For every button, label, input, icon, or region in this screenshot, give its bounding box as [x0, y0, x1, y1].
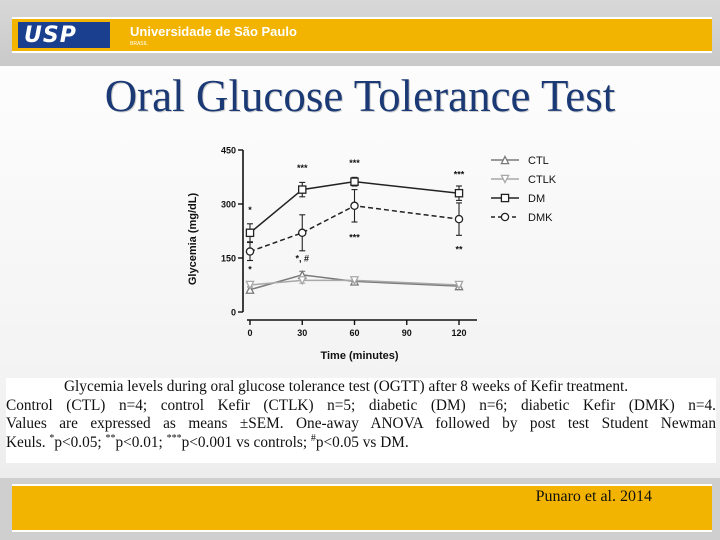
data-point-dmk — [350, 201, 359, 211]
legend-marker-ctl — [500, 154, 510, 165]
data-point-dmk — [454, 214, 464, 224]
data-point-ctlk — [454, 280, 464, 291]
significance-label: *** — [454, 170, 465, 180]
data-point-dmk — [298, 228, 307, 238]
slide-title: Oral Glucose Tolerance Test — [104, 71, 616, 121]
x-tick-label: 90 — [402, 328, 412, 338]
legend-label-dm: DM — [528, 193, 545, 205]
legend-marker-ctlk — [500, 174, 510, 185]
data-point-dm — [298, 185, 307, 194]
y-tick-label: 150 — [221, 254, 236, 264]
caption-p3: p<0.001 vs controls; — [181, 433, 311, 451]
citation: Punaro et al. 2014 — [535, 488, 652, 505]
series-line-ctlk — [249, 279, 460, 286]
caption-line-4: Keuls. *p<0.05; **p<0.01; ***p<0.001 vs … — [6, 432, 716, 453]
usp-logo-text: USP — [24, 23, 77, 48]
x-tick-label: 60 — [349, 328, 359, 338]
significance-label: *, # — [295, 254, 309, 264]
caption-line-2: Control (CTL) n=4; control Kefir (CTLK) … — [6, 396, 716, 414]
caption-sym-3: *** — [166, 432, 182, 444]
significance-label: * — [248, 205, 252, 215]
caption-p2: p<0.01; — [115, 433, 167, 451]
series-line-dmk — [249, 205, 460, 253]
significance-label: *** — [297, 163, 308, 173]
y-axis-label: Glycemia (mg/dL) — [187, 193, 199, 286]
series-ctlk — [245, 276, 464, 291]
data-point-dm — [350, 177, 359, 186]
legend-label-dmk: DMK — [528, 212, 553, 224]
y-tick-label: 450 — [221, 146, 236, 156]
caption-sym-1: * — [49, 432, 55, 444]
data-point-dm — [454, 188, 464, 198]
caption-keuls: Keuls. — [6, 433, 50, 451]
significance-label: ** — [455, 245, 463, 255]
legend-marker-dmk — [500, 212, 510, 222]
legend-label-ctlk: CTLK — [528, 174, 557, 186]
significance-label: * — [248, 264, 252, 274]
caption-p4: p<0.05 vs DM. — [315, 433, 409, 451]
x-tick-label: 0 — [247, 328, 252, 338]
data-point-ctlk — [297, 276, 307, 286]
x-axis-label: Time (minutes) — [320, 350, 398, 362]
caption-p1: p<0.05; — [54, 433, 106, 451]
university-subtitle: BRASIL — [130, 41, 148, 47]
caption-line-3: Values are expressed as means ±SEM. One-… — [6, 415, 716, 432]
series-dm — [245, 176, 464, 243]
y-tick-label: 0 — [231, 308, 236, 318]
ogtt-chart: 0 150 300 450 0 30 60 90 120 Time (minutes) Glycem… — [187, 146, 557, 363]
data-point-dm — [245, 228, 255, 238]
significance-label: *** — [349, 158, 360, 168]
legend-marker-dm — [500, 193, 510, 203]
usp-logo: USP — [18, 22, 110, 48]
data-point-ctlk — [245, 280, 255, 291]
y-tick-label: 300 — [221, 200, 236, 210]
significance-label: *** — [349, 233, 360, 243]
series-dmk — [245, 189, 464, 262]
data-point-ctlk — [349, 276, 360, 286]
x-tick-label: 120 — [451, 328, 466, 338]
university-name: Universidade de São Paulo — [130, 24, 297, 39]
series-line-dm — [249, 180, 460, 234]
legend-label-ctl: CTL — [528, 155, 549, 167]
caption-sym-4: # — [310, 432, 316, 444]
header-logo-strip: USP Universidade de São Paulo BRASIL — [12, 17, 712, 53]
x-tick-label: 30 — [297, 328, 307, 338]
data-point-dmk — [245, 247, 255, 256]
caption-sym-2: ** — [105, 432, 116, 444]
figure-caption: Glycemia levels during oral glucose tole… — [6, 378, 716, 463]
caption-line-1: Glycemia levels during oral glucose tole… — [64, 378, 629, 395]
footer-strip — [12, 484, 712, 532]
